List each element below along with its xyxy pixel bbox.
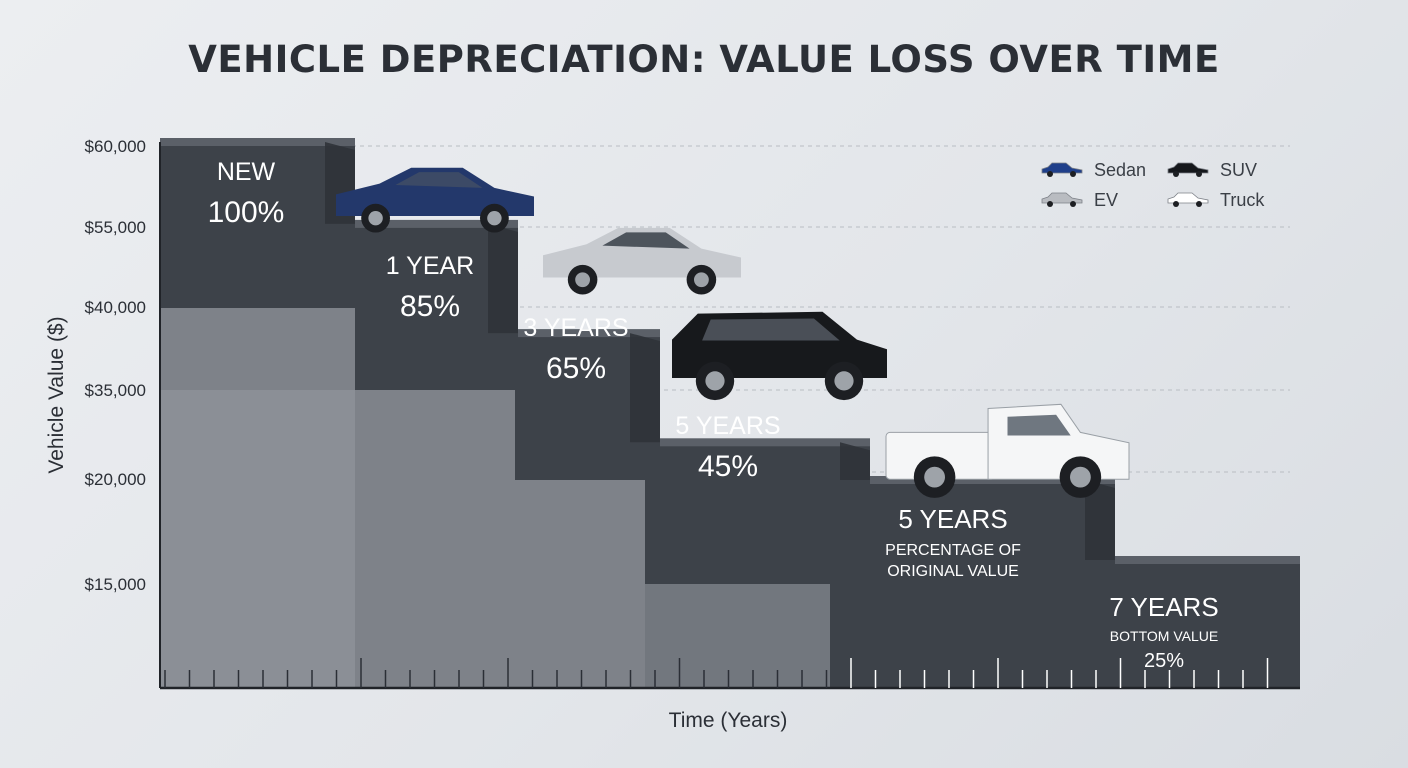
step-top <box>518 329 660 338</box>
legend: Sedan SUV EV Truck <box>1041 160 1265 210</box>
step-subtitle-5: BOTTOM VALUE <box>1110 628 1218 644</box>
ev-body <box>543 227 741 278</box>
sedan-icon <box>1041 162 1083 177</box>
step-side <box>1085 480 1115 560</box>
x-axis-label: Time (Years) <box>669 709 788 732</box>
step-5 <box>1115 556 1300 688</box>
step-heading-1: 1 YEAR <box>386 252 474 280</box>
wheel-hub <box>1070 466 1091 488</box>
legend-item: EV <box>1041 190 1118 210</box>
y-tick-label: $40,000 <box>85 298 146 317</box>
y-axis-label: Vehicle Value ($) <box>45 316 68 473</box>
truck-icon <box>1167 192 1209 207</box>
step-heading-3: 5 YEARS <box>675 412 780 440</box>
y-tick-label: $35,000 <box>85 381 146 400</box>
step-3 <box>660 438 870 688</box>
step-value-3: 45% <box>698 450 758 483</box>
legend-icon-body <box>1167 162 1209 174</box>
chart-title: VEHICLE DEPRECIATION: VALUE LOSS OVER TI… <box>188 38 1220 81</box>
truck-car <box>885 403 1130 498</box>
suv-window <box>702 318 840 341</box>
legend-icon-wheel <box>1047 171 1053 177</box>
legend-label: Truck <box>1220 190 1265 210</box>
legend-icon-wheel <box>1173 171 1179 177</box>
sedan-window <box>395 172 483 188</box>
legend-label: Sedan <box>1094 160 1146 180</box>
step-side <box>840 442 870 480</box>
step-bar <box>660 442 870 688</box>
legend-label: SUV <box>1220 160 1257 180</box>
overlay-block <box>355 390 515 688</box>
step-value-2: 65% <box>546 352 606 385</box>
step-top <box>355 219 518 228</box>
overlay-block <box>160 308 355 688</box>
step-bar <box>1115 560 1300 688</box>
overlay-block <box>515 480 645 688</box>
wheel-hub <box>834 371 854 391</box>
truck-cab <box>987 403 1130 480</box>
step-subtitle-4-line2: ORIGINAL VALUE <box>887 563 1019 580</box>
y-tick-label: $20,000 <box>85 470 146 489</box>
legend-icon-body <box>1167 192 1209 204</box>
legend-icon-wheel <box>1196 171 1202 177</box>
truck-window <box>1007 414 1071 436</box>
overlay-block <box>645 584 830 688</box>
step-4 <box>870 476 1115 688</box>
legend-icon-body <box>1041 192 1083 204</box>
legend-item: Truck <box>1167 190 1265 210</box>
wheel-hub <box>694 272 709 288</box>
step-top <box>660 438 870 447</box>
wheel-hub <box>575 272 590 288</box>
suv-icon <box>1167 162 1209 177</box>
sedan-body <box>336 167 534 216</box>
wheel-hub <box>924 466 945 488</box>
legend-item: Sedan <box>1041 160 1146 180</box>
y-tick-label: $55,000 <box>85 218 146 237</box>
legend-icon-wheel <box>1070 201 1076 207</box>
ev-icon <box>1041 192 1083 207</box>
step-top <box>870 476 1115 484</box>
legend-icon-body <box>1041 162 1083 174</box>
y-tick-label: $60,000 <box>85 137 146 156</box>
step-top <box>1115 556 1300 564</box>
overlay-blocks <box>160 308 830 688</box>
step-heading-0: NEW <box>217 158 276 186</box>
step-top <box>160 138 355 146</box>
cars <box>336 167 1130 498</box>
step-subtitle-4: PERCENTAGE OF <box>885 542 1021 559</box>
step-heading-5: 7 YEARS <box>1109 592 1218 622</box>
wheel-hub <box>487 210 502 226</box>
step-side <box>630 333 660 443</box>
step-value-1: 85% <box>400 290 460 323</box>
step-bar <box>870 480 1115 688</box>
legend-icon-wheel <box>1173 201 1179 207</box>
legend-label: EV <box>1094 190 1118 210</box>
y-tick-label: $15,000 <box>85 575 146 594</box>
step-side <box>488 223 518 334</box>
ev-car <box>543 227 741 295</box>
wheel-hub <box>705 371 725 391</box>
step-value-5: 25% <box>1144 650 1184 672</box>
legend-item: SUV <box>1167 160 1257 180</box>
legend-icon-wheel <box>1196 201 1202 207</box>
legend-icon-wheel <box>1070 171 1076 177</box>
step-heading-2: 3 YEARS <box>523 314 628 342</box>
sedan-car <box>336 167 534 233</box>
overlay-block <box>160 390 355 688</box>
step-value-0: 100% <box>208 196 285 229</box>
suv-car <box>672 311 887 401</box>
ev-window <box>602 232 690 249</box>
wheel-hub <box>368 210 383 226</box>
x-axis <box>159 142 1300 690</box>
legend-icon-wheel <box>1047 201 1053 207</box>
step-heading-4: 5 YEARS <box>898 504 1007 534</box>
